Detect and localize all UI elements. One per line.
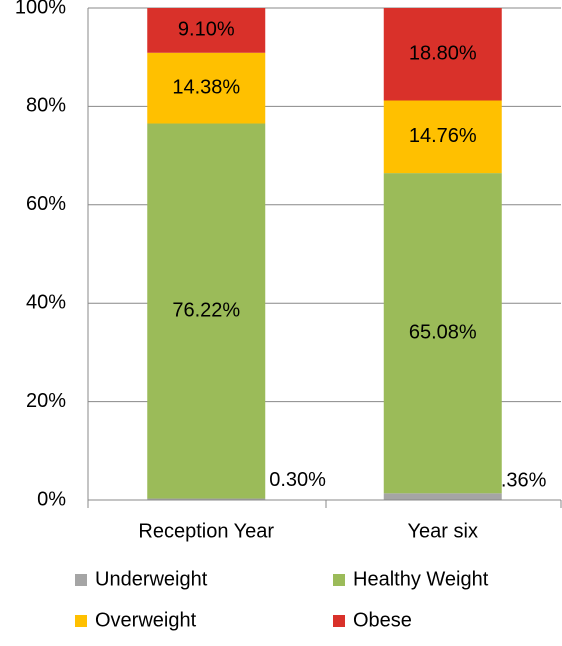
bar-segment	[147, 52, 266, 124]
legend-label: Overweight	[95, 609, 197, 631]
data-label: 14.76%	[409, 125, 477, 147]
bar-segment	[383, 493, 502, 500]
bar-segment	[383, 173, 502, 494]
y-tick-label: 40%	[26, 291, 66, 313]
y-tick-label: 100%	[15, 0, 66, 18]
y-tick-label: 20%	[26, 390, 66, 412]
bar-segment	[147, 498, 266, 500]
legend-swatch	[333, 574, 345, 586]
legend-swatch	[75, 615, 87, 627]
legend-swatch	[75, 574, 87, 586]
y-tick-label: 60%	[26, 193, 66, 215]
data-label: 1.36%	[490, 470, 547, 492]
legend-swatch	[333, 615, 345, 627]
data-label: 65.08%	[409, 321, 477, 343]
data-label: 76.22%	[172, 299, 240, 321]
x-tick-label: Year six	[408, 520, 478, 542]
data-label: 18.80%	[409, 43, 477, 65]
legend-label: Obese	[353, 609, 412, 631]
data-label: 0.30%	[269, 469, 326, 491]
bar-segment	[383, 100, 502, 174]
data-label: 14.38%	[172, 76, 240, 98]
y-tick-label: 0%	[37, 488, 66, 510]
x-tick-label: Reception Year	[138, 520, 274, 542]
legend-label: Healthy Weight	[353, 568, 489, 590]
y-tick-label: 80%	[26, 95, 66, 117]
bar-segment	[147, 8, 266, 53]
legend-label: Underweight	[95, 568, 208, 590]
bar-segment	[383, 8, 502, 101]
data-label: 9.10%	[178, 19, 235, 41]
bar-segment	[147, 123, 266, 499]
